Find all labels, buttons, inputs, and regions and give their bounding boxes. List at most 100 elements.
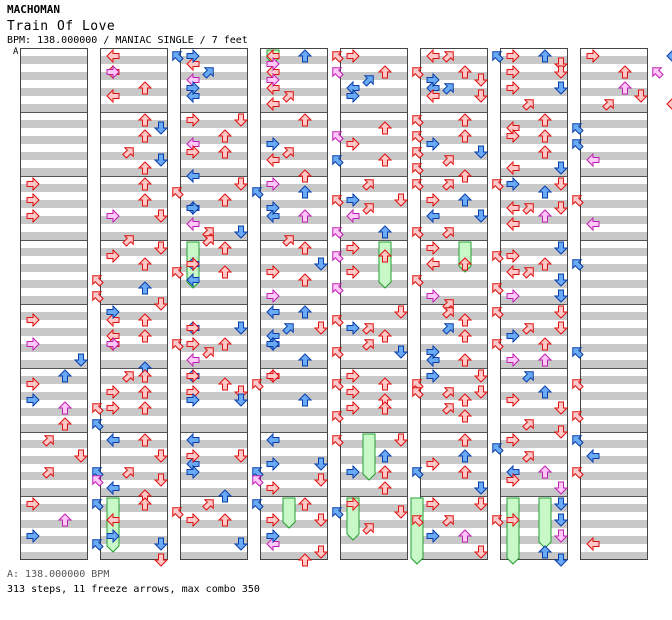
red-step-arrow	[297, 113, 313, 127]
red-step-arrow	[412, 131, 424, 143]
beat-stripe	[180, 216, 248, 224]
beat-stripe	[100, 488, 168, 496]
blue-step-arrow	[266, 304, 280, 320]
beat-stripe	[100, 280, 168, 288]
red-step-arrow	[26, 208, 40, 224]
beat-stripe	[500, 232, 568, 240]
beat-stripe	[340, 264, 408, 272]
red-step-arrow	[553, 321, 569, 335]
blue-step-arrow	[393, 345, 409, 359]
beat-stripe	[180, 344, 248, 352]
red-step-arrow	[42, 435, 54, 447]
red-step-arrow	[442, 403, 454, 415]
beat-stripe	[500, 200, 568, 208]
beat-stripe	[20, 328, 88, 336]
red-step-arrow	[122, 467, 134, 479]
beat-stripe	[500, 424, 568, 432]
red-step-arrow	[297, 273, 313, 287]
freeze-arrow-body	[362, 433, 376, 481]
red-step-arrow	[153, 209, 169, 223]
beat-stripe	[420, 344, 488, 352]
blue-step-arrow	[457, 449, 473, 463]
blue-step-arrow	[442, 83, 454, 95]
blue-step-arrow	[522, 371, 534, 383]
beat-stripe	[500, 408, 568, 416]
beat-stripe	[580, 440, 648, 448]
beat-stripe	[420, 520, 488, 528]
blue-step-arrow	[426, 528, 440, 544]
red-step-arrow	[442, 179, 454, 191]
beat-stripe	[180, 152, 248, 160]
red-step-arrow	[362, 203, 374, 215]
beat-stripe	[180, 328, 248, 336]
beat-stripe	[340, 392, 408, 400]
red-step-arrow	[106, 400, 120, 416]
red-step-arrow	[73, 449, 89, 463]
red-step-arrow	[553, 65, 569, 79]
blue-step-arrow	[233, 321, 249, 335]
beat-stripe	[580, 152, 648, 160]
beat-stripe	[260, 104, 328, 112]
red-step-arrow	[457, 433, 473, 447]
red-step-arrow	[137, 129, 153, 143]
red-step-arrow	[346, 48, 360, 64]
red-step-arrow	[442, 307, 454, 319]
red-step-arrow	[506, 216, 520, 232]
beat-stripe	[340, 136, 408, 144]
beat-stripe	[20, 408, 88, 416]
beat-stripe	[180, 488, 248, 496]
red-step-arrow	[186, 320, 200, 336]
beat-stripe	[580, 520, 648, 528]
beat-stripe	[260, 88, 328, 96]
red-step-arrow	[106, 248, 120, 264]
blue-step-arrow	[186, 200, 200, 216]
beat-stripe	[180, 120, 248, 128]
pink-step-arrow	[106, 208, 120, 224]
beat-stripe	[180, 376, 248, 384]
beat-stripe	[260, 264, 328, 272]
red-step-arrow	[506, 80, 520, 96]
red-step-arrow	[362, 339, 374, 351]
blue-step-arrow	[553, 81, 569, 95]
beat-stripe	[20, 312, 88, 320]
blue-step-arrow	[73, 353, 89, 367]
pink-step-arrow	[106, 64, 120, 80]
beat-stripe	[180, 312, 248, 320]
beat-stripe	[340, 88, 408, 96]
red-step-arrow	[522, 99, 534, 111]
beat-stripe	[340, 120, 408, 128]
red-step-arrow	[217, 193, 233, 207]
beat-stripe	[260, 152, 328, 160]
blue-step-arrow	[297, 49, 313, 63]
beat-stripe	[500, 280, 568, 288]
red-step-arrow	[172, 507, 184, 519]
blue-step-arrow	[186, 168, 200, 184]
beat-stripe	[180, 504, 248, 512]
red-step-arrow	[457, 329, 473, 343]
beat-stripe	[340, 296, 408, 304]
beat-stripe	[260, 344, 328, 352]
red-step-arrow	[137, 193, 153, 207]
beat-stripe	[260, 72, 328, 80]
beat-stripe	[420, 200, 488, 208]
beat-stripe	[580, 168, 648, 176]
chart-column	[180, 48, 248, 560]
beat-stripe	[420, 184, 488, 192]
blue-step-arrow	[297, 393, 313, 407]
red-step-arrow	[492, 515, 504, 527]
beat-stripe	[20, 264, 88, 272]
red-step-arrow	[442, 515, 454, 527]
red-step-arrow	[537, 129, 553, 143]
red-step-arrow	[186, 512, 200, 528]
beat-stripe	[580, 72, 648, 80]
blue-step-arrow	[266, 432, 280, 448]
beat-stripe	[20, 248, 88, 256]
beat-stripe	[180, 456, 248, 464]
red-step-arrow	[522, 451, 534, 463]
beat-stripe	[100, 72, 168, 80]
blue-step-arrow	[426, 368, 440, 384]
blue-step-arrow	[186, 80, 200, 96]
beat-stripe	[20, 72, 88, 80]
red-step-arrow	[26, 176, 40, 192]
red-step-arrow	[457, 353, 473, 367]
